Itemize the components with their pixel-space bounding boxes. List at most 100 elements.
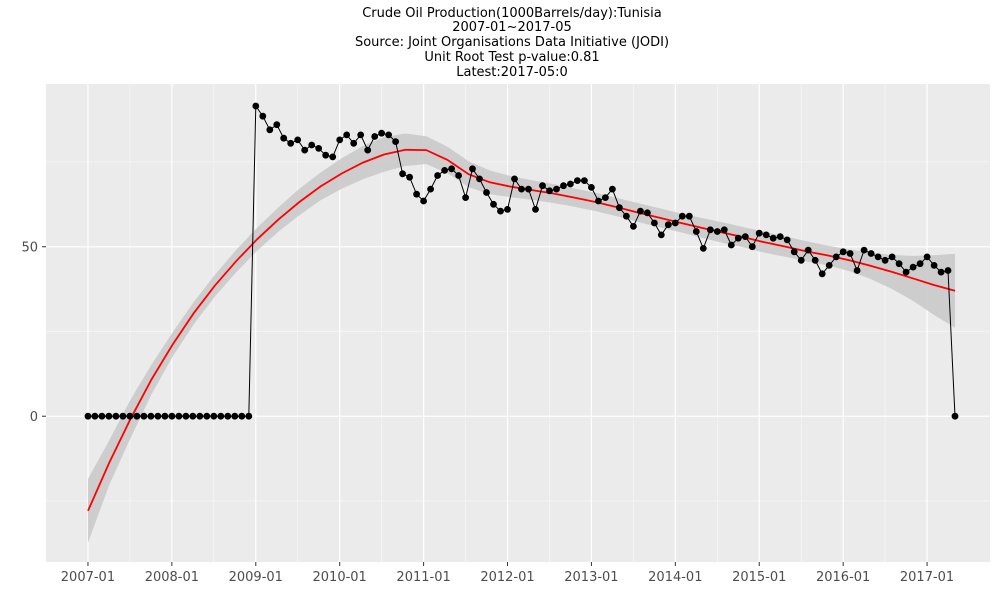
data-point (175, 412, 183, 420)
data-point (776, 233, 784, 241)
data-point (804, 246, 812, 254)
data-point (133, 412, 141, 420)
data-point (245, 412, 253, 420)
data-point (685, 212, 693, 220)
data-point (483, 189, 490, 196)
data-point (623, 212, 630, 220)
data-point (797, 256, 805, 264)
x-tick-label: 2014-01 (648, 570, 702, 585)
data-point (937, 268, 945, 276)
data-point (154, 412, 162, 420)
data-point (350, 139, 358, 147)
data-point (266, 126, 274, 134)
data-point (280, 134, 288, 142)
chart-subtitle-latest: Latest:2017-05:0 (456, 65, 568, 80)
data-point (511, 175, 518, 183)
data-point (846, 250, 854, 257)
data-point (469, 165, 476, 173)
data-point (399, 170, 406, 178)
data-point (497, 207, 504, 215)
data-point (832, 253, 840, 261)
data-point (371, 133, 379, 140)
x-axis: 2007-01 2008-01 2009-01 2010-01 2011-01 2012-… (61, 562, 954, 585)
data-point (630, 223, 637, 230)
data-point (678, 212, 686, 220)
data-point (105, 412, 113, 420)
data-point (860, 246, 868, 254)
data-point (441, 167, 448, 174)
y-tick-label: 50 (21, 241, 38, 256)
x-tick-label: 2010-01 (313, 570, 367, 585)
data-point (727, 241, 735, 249)
data-point (902, 268, 910, 276)
data-point (189, 412, 197, 420)
data-point (301, 146, 309, 154)
data-point (923, 253, 931, 261)
x-tick-label: 2011-01 (396, 570, 450, 585)
data-point (825, 262, 833, 269)
data-point (664, 221, 672, 229)
data-point (651, 219, 658, 227)
data-point (525, 185, 532, 193)
data-point (790, 248, 798, 256)
data-point (238, 412, 246, 420)
data-point (532, 206, 539, 213)
chart-title: Crude Oil Production(1000Barrels/day):Tu… (362, 6, 662, 21)
data-point (644, 209, 651, 217)
data-point (427, 185, 434, 193)
data-point (490, 200, 497, 208)
data-point (343, 131, 351, 139)
data-point (84, 412, 92, 420)
data-point (602, 194, 609, 202)
data-point (259, 112, 267, 120)
data-point (287, 139, 295, 147)
data-point (895, 260, 903, 268)
grid-minor (46, 84, 990, 562)
data-point (504, 206, 511, 213)
data-point (588, 184, 595, 191)
data-point (294, 136, 302, 144)
chart-title-block: Crude Oil Production(1000Barrels/day):Tu… (355, 6, 669, 80)
data-point (210, 412, 218, 420)
data-point (224, 412, 232, 420)
data-point (581, 177, 588, 185)
chart-subtitle-unit-root: Unit Root Test p-value:0.81 (424, 50, 599, 65)
data-point (595, 197, 602, 205)
data-point (539, 182, 546, 190)
x-tick-label: 2017-01 (900, 570, 954, 585)
data-point (616, 204, 623, 212)
chart-subtitle-source: Source: Joint Organisations Data Initiat… (355, 35, 669, 50)
data-point (916, 260, 924, 268)
data-point (853, 267, 861, 274)
data-point (874, 253, 882, 261)
data-point (252, 102, 260, 110)
data-point (888, 253, 896, 261)
data-point (420, 197, 427, 205)
data-point (308, 141, 316, 149)
y-axis: 0 50 (21, 241, 46, 425)
data-point (734, 234, 742, 242)
data-point (713, 228, 721, 235)
data-point (755, 229, 763, 237)
chart-subtitle-period: 2007-01~2017-05 (452, 20, 572, 35)
data-point (119, 412, 127, 420)
data-point (203, 412, 211, 420)
data-point (385, 131, 392, 139)
data-point (140, 412, 148, 420)
data-point (91, 412, 99, 420)
data-point (378, 129, 385, 137)
x-tick-label: 2009-01 (229, 570, 283, 585)
data-point (909, 263, 917, 271)
data-point (930, 262, 938, 269)
data-point (448, 165, 455, 173)
data-point (434, 172, 441, 179)
data-point (951, 412, 959, 420)
data-point (336, 136, 344, 144)
data-point (196, 412, 204, 420)
data-point (748, 243, 756, 251)
data-point (182, 412, 190, 420)
data-point (699, 245, 707, 252)
data-point (560, 182, 567, 190)
